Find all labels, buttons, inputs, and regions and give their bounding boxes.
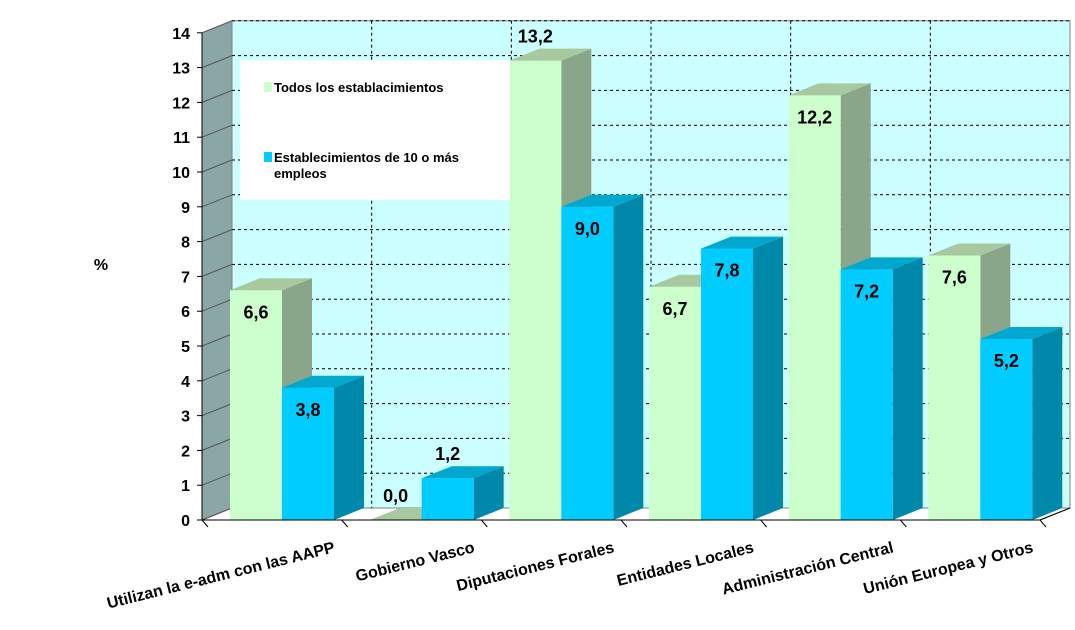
y-tick-label: 13 xyxy=(172,61,190,78)
bar-side xyxy=(334,375,364,520)
x-tick xyxy=(760,519,768,528)
y-tick-label: 10 xyxy=(172,165,190,182)
data-label: 0,0 xyxy=(383,486,408,506)
grid-line-side xyxy=(201,333,233,347)
bar-front xyxy=(509,60,562,520)
y-tick-label: 7 xyxy=(181,269,190,286)
x-tick-label: Diputaciones Forales xyxy=(455,539,616,595)
data-label: 12,2 xyxy=(797,107,832,127)
data-label: 13,2 xyxy=(518,27,553,47)
grid-line-side xyxy=(201,124,233,138)
x-tick xyxy=(899,519,907,528)
y-tick-label: 5 xyxy=(181,339,190,356)
y-tick-label: 12 xyxy=(172,95,190,112)
bar-front xyxy=(980,339,1033,520)
bar xyxy=(421,466,504,520)
bar xyxy=(701,236,783,520)
bar-top xyxy=(928,243,1011,256)
bar-front xyxy=(282,387,334,520)
bar-top xyxy=(980,327,1063,339)
grid-line-side xyxy=(201,403,233,417)
grid-line-side xyxy=(201,437,233,451)
bar xyxy=(282,375,364,520)
legend: Todos los establacimientos Establecimient… xyxy=(240,60,510,200)
legend-label: Establecimientos de 10 o más empleos xyxy=(274,150,459,181)
y-tick-label: 4 xyxy=(181,374,190,391)
bar-top xyxy=(282,375,364,388)
bar-top xyxy=(421,466,504,479)
y-tick-label: 11 xyxy=(173,130,190,147)
data-label: 3,8 xyxy=(295,400,320,420)
x-tick xyxy=(480,519,488,528)
x-tick xyxy=(620,519,628,528)
bar-side xyxy=(892,257,923,520)
y-tick-label: 3 xyxy=(181,409,190,426)
x-axis: Utilizan la e-adm con las AAPP Gobierno V… xyxy=(105,507,1071,613)
bar-top xyxy=(840,257,923,270)
x-tick xyxy=(201,519,209,528)
data-label: 6,6 xyxy=(243,302,268,322)
bar-side xyxy=(753,236,783,520)
legend-box xyxy=(240,60,510,200)
bar-top xyxy=(701,236,783,249)
data-label: 5,2 xyxy=(994,351,1019,371)
legend-swatch xyxy=(264,152,272,162)
data-label: 1,2 xyxy=(435,444,460,464)
data-label: 7,6 xyxy=(942,268,967,288)
bar-front xyxy=(788,95,841,520)
bar-side xyxy=(473,466,504,520)
grid-line-side xyxy=(201,55,233,69)
grid-line-side xyxy=(201,20,233,34)
bar-side xyxy=(613,194,644,521)
grid-line-side xyxy=(201,89,233,103)
grid-line-side xyxy=(201,263,233,277)
legend-label: Todos los establacimientos xyxy=(274,80,444,95)
y-axis-label: % xyxy=(94,257,108,274)
y-tick-label: 1 xyxy=(181,478,190,495)
data-label: 7,2 xyxy=(854,281,879,301)
bar xyxy=(980,327,1063,520)
y-tick-label: 2 xyxy=(181,443,190,460)
bar-top xyxy=(788,83,871,96)
grid-line-side xyxy=(201,229,233,243)
grid-line-side xyxy=(201,472,233,486)
bar-front xyxy=(649,286,701,520)
grid-line-side xyxy=(201,507,233,521)
data-labels: 6,6 3,8 0,0 1,2 13,2 9,0 6,7 7,8 12,2 7,2 7,6 5,2 xyxy=(243,27,1018,506)
bar-front xyxy=(561,206,614,521)
bar-front xyxy=(230,290,282,520)
grid-line-side xyxy=(201,298,233,312)
x-tick-label: Utilizan la e-adm con las AAPP xyxy=(105,539,337,612)
data-label: 6,7 xyxy=(662,299,687,319)
bars xyxy=(230,48,1063,521)
grid-line-side xyxy=(201,159,233,173)
y-tick-label: 6 xyxy=(181,304,190,321)
x-tick xyxy=(1039,519,1047,528)
y-tick-label: 14 xyxy=(172,26,190,43)
bar-top xyxy=(561,194,644,207)
legend-swatch xyxy=(264,82,272,92)
x-axis-line-depth xyxy=(1039,507,1071,521)
grid-line-side xyxy=(201,194,233,208)
bar-side xyxy=(1032,327,1063,520)
y-tick-label: 8 xyxy=(181,235,190,252)
bar-front xyxy=(928,255,981,520)
bar-front xyxy=(701,248,753,520)
bar-top xyxy=(509,48,592,61)
grid-line-side xyxy=(201,368,233,382)
data-label: 7,8 xyxy=(714,261,739,281)
bar xyxy=(561,194,644,521)
y-tick-label: 9 xyxy=(181,200,190,217)
bar-top xyxy=(230,278,312,291)
bar xyxy=(840,257,923,520)
bar-front xyxy=(421,478,474,520)
y-tick-label: 0 xyxy=(181,513,190,530)
data-label: 9,0 xyxy=(575,219,600,239)
bar-front xyxy=(840,269,893,520)
x-tick xyxy=(341,519,349,528)
